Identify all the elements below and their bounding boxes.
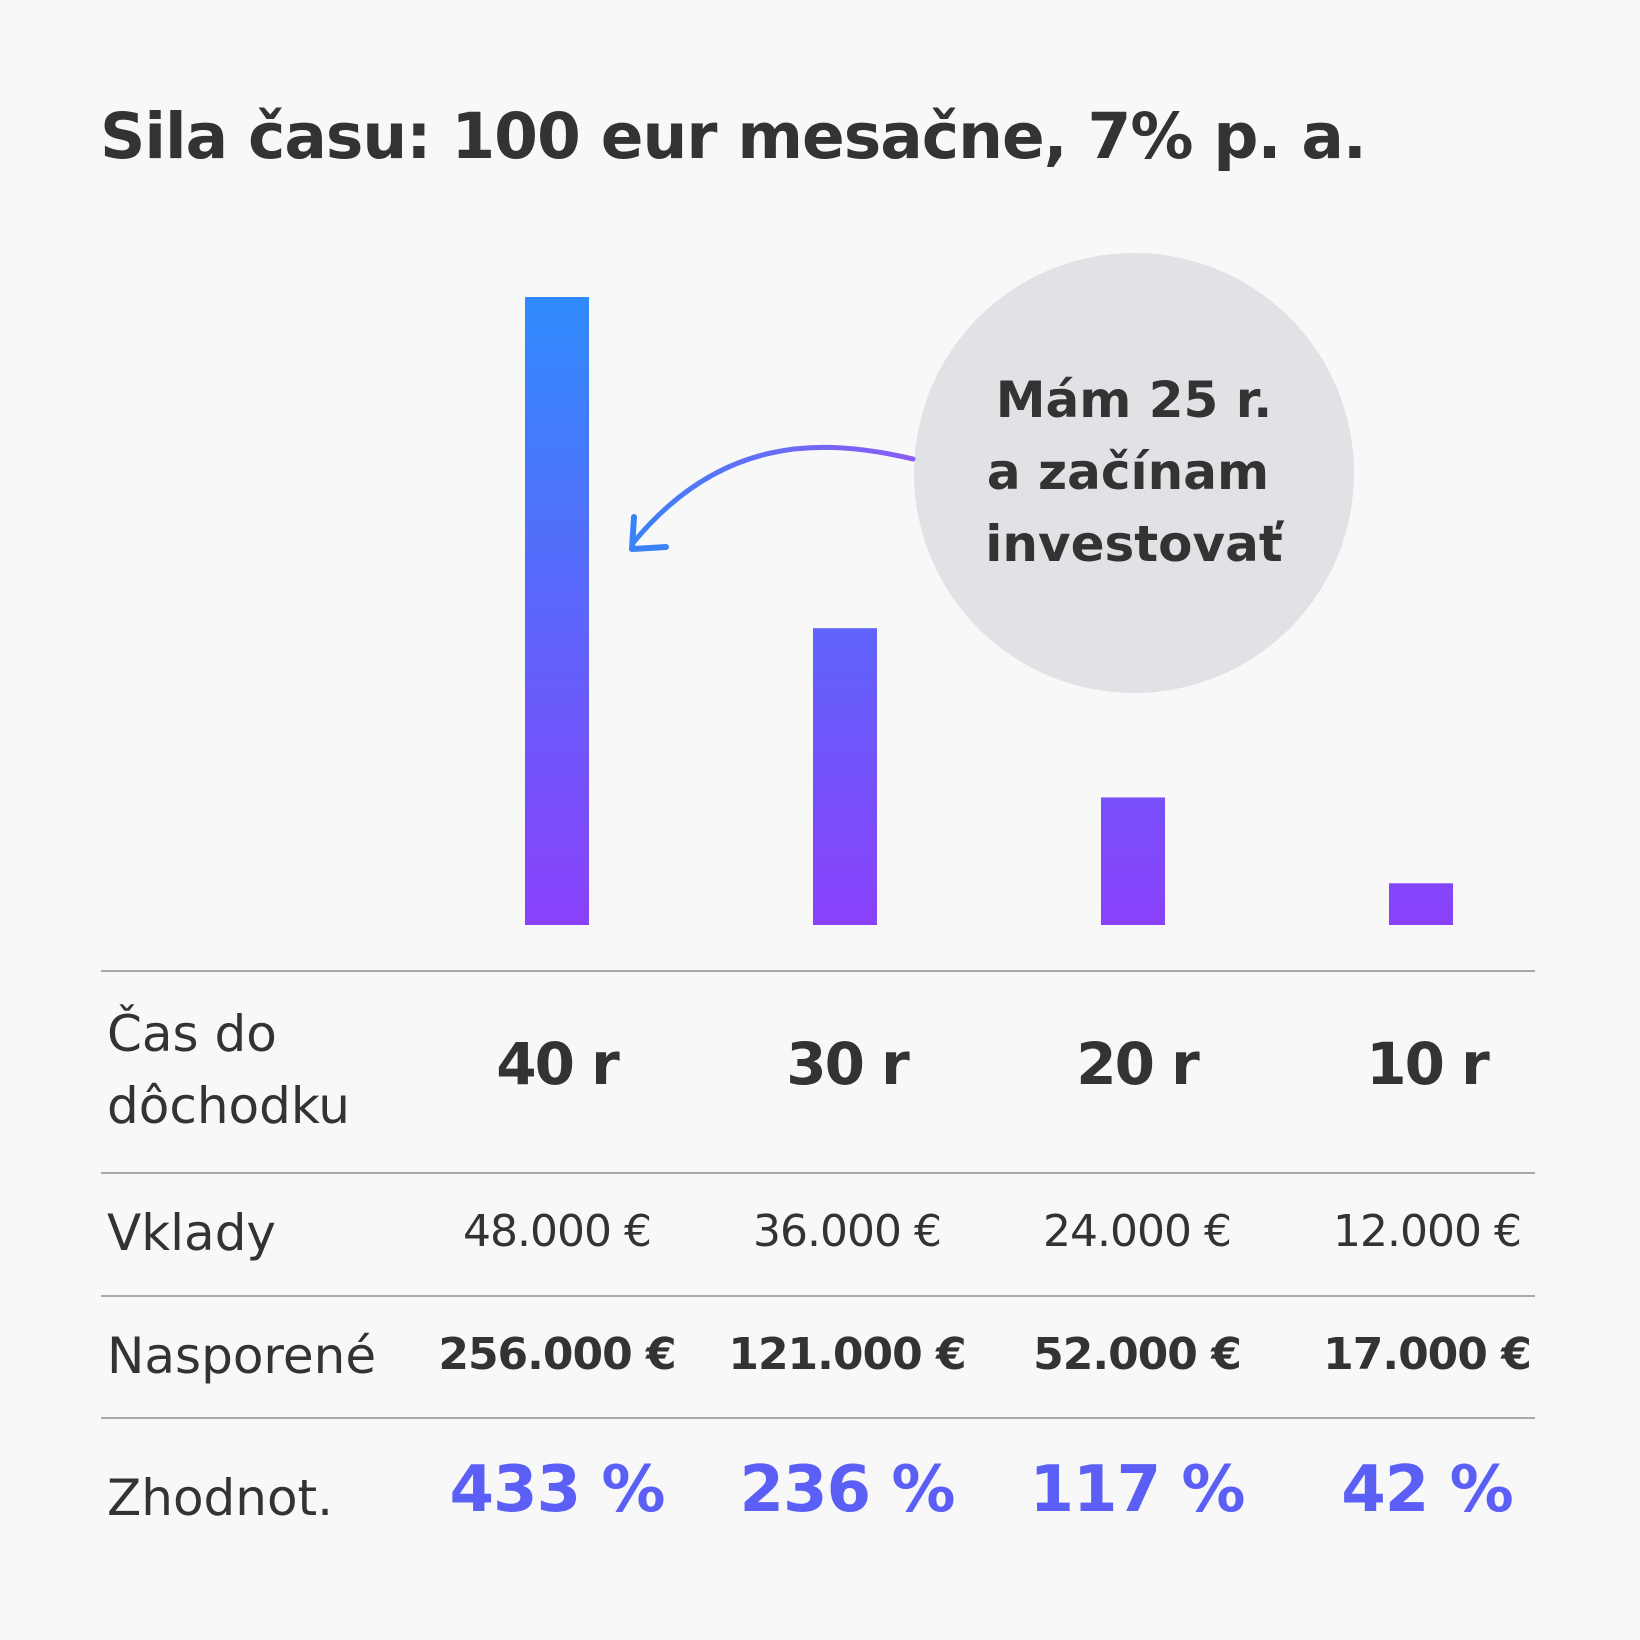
period-cell-10: 10 r bbox=[1366, 1030, 1490, 1098]
bar-40r bbox=[525, 297, 589, 925]
row-label-growth: Zhodnot. bbox=[107, 1469, 334, 1527]
saved-cell-30: 121.000 € bbox=[728, 1329, 966, 1380]
deposit-cell-40: 48.000 € bbox=[463, 1206, 652, 1257]
period-cell-20: 20 r bbox=[1076, 1030, 1200, 1098]
bar-10r bbox=[1389, 883, 1453, 925]
table-divider-1 bbox=[101, 1172, 1535, 1174]
bar-20r bbox=[1101, 797, 1165, 925]
growth-cell-20: 117 % bbox=[1029, 1453, 1246, 1527]
row-label-deposits: Vklady bbox=[107, 1204, 277, 1262]
growth-cell-40: 433 % bbox=[449, 1453, 666, 1527]
table-divider-2 bbox=[101, 1295, 1535, 1297]
annotation-arrowhead bbox=[629, 514, 669, 552]
table-divider-3 bbox=[101, 1417, 1535, 1419]
row-label-period: Čas do dôchodku bbox=[107, 998, 350, 1142]
growth-cell-30: 236 % bbox=[739, 1453, 956, 1527]
period-cell-40: 40 r bbox=[496, 1030, 620, 1098]
saved-cell-10: 17.000 € bbox=[1323, 1329, 1532, 1380]
annotation-bubble bbox=[914, 253, 1354, 693]
row-label-period-line-2: dôchodku bbox=[107, 1077, 350, 1135]
annotation-line-2: a začínam bbox=[987, 443, 1269, 501]
row-label-period-line-1: Čas do bbox=[107, 1005, 277, 1063]
row-label-saved: Nasporené bbox=[107, 1327, 377, 1385]
annotation-line-3: investovať bbox=[985, 515, 1285, 573]
chart-title: Sila času: 100 eur mesačne, 7% p. a. bbox=[100, 100, 1367, 173]
bar-30r bbox=[813, 628, 877, 925]
table-divider-top bbox=[101, 970, 1535, 972]
period-cell-30: 30 r bbox=[786, 1030, 910, 1098]
annotation-arrow bbox=[630, 444, 916, 546]
deposit-cell-20: 24.000 € bbox=[1043, 1206, 1232, 1257]
saved-cell-40: 256.000 € bbox=[438, 1329, 676, 1380]
saved-cell-20: 52.000 € bbox=[1033, 1329, 1242, 1380]
growth-cell-10: 42 % bbox=[1341, 1453, 1513, 1527]
deposit-cell-10: 12.000 € bbox=[1333, 1206, 1522, 1257]
bars-group bbox=[525, 297, 1453, 925]
annotation-line-1: Mám 25 r. bbox=[996, 371, 1273, 429]
deposit-cell-30: 36.000 € bbox=[753, 1206, 942, 1257]
